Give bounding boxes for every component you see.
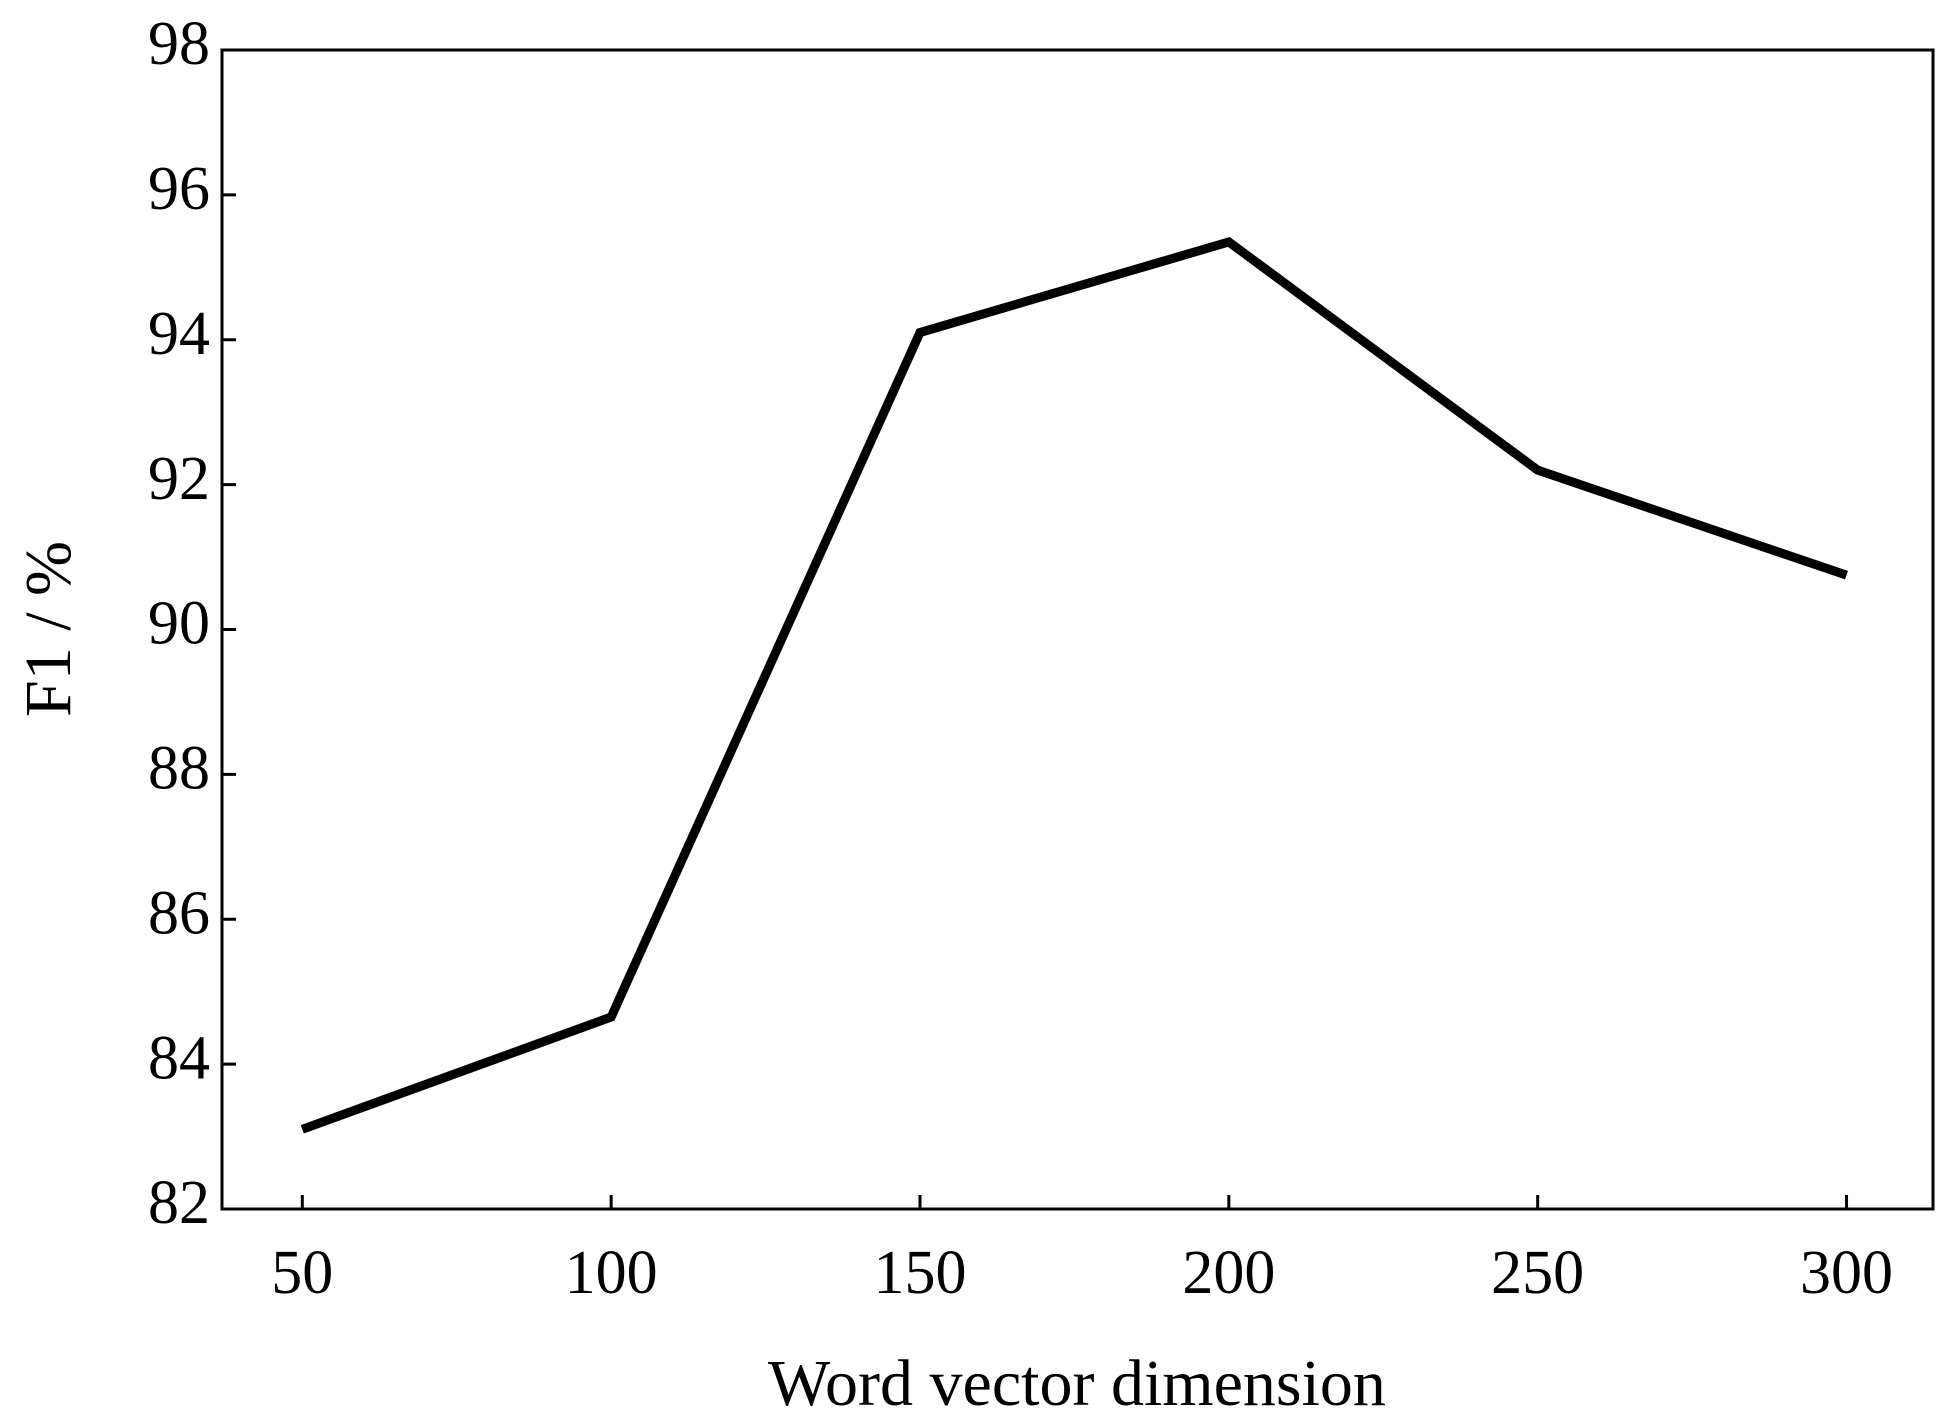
x-tick-label: 300 xyxy=(1800,1239,1893,1307)
y-tick-label: 92 xyxy=(148,445,210,513)
x-axis-label: Word vector dimension xyxy=(768,1347,1386,1420)
x-tick-label: 250 xyxy=(1491,1239,1584,1307)
y-tick-label: 98 xyxy=(148,10,210,78)
y-tick-label: 84 xyxy=(148,1024,210,1092)
y-axis-label: F1 / % xyxy=(12,541,85,717)
x-tick-label: 200 xyxy=(1182,1239,1275,1307)
plot-frame xyxy=(220,48,1935,1211)
y-tick-label: 88 xyxy=(148,735,210,803)
y-tick-label: 90 xyxy=(148,590,210,658)
y-tick-label: 82 xyxy=(148,1169,210,1237)
x-tick-label: 50 xyxy=(271,1239,333,1307)
x-tick-label: 150 xyxy=(873,1239,966,1307)
y-tick-label: 94 xyxy=(148,300,210,368)
y-tick-label: 96 xyxy=(148,155,210,223)
x-tick-label: 100 xyxy=(565,1239,658,1307)
y-tick-label: 86 xyxy=(148,879,210,947)
data-line xyxy=(300,237,1848,1134)
